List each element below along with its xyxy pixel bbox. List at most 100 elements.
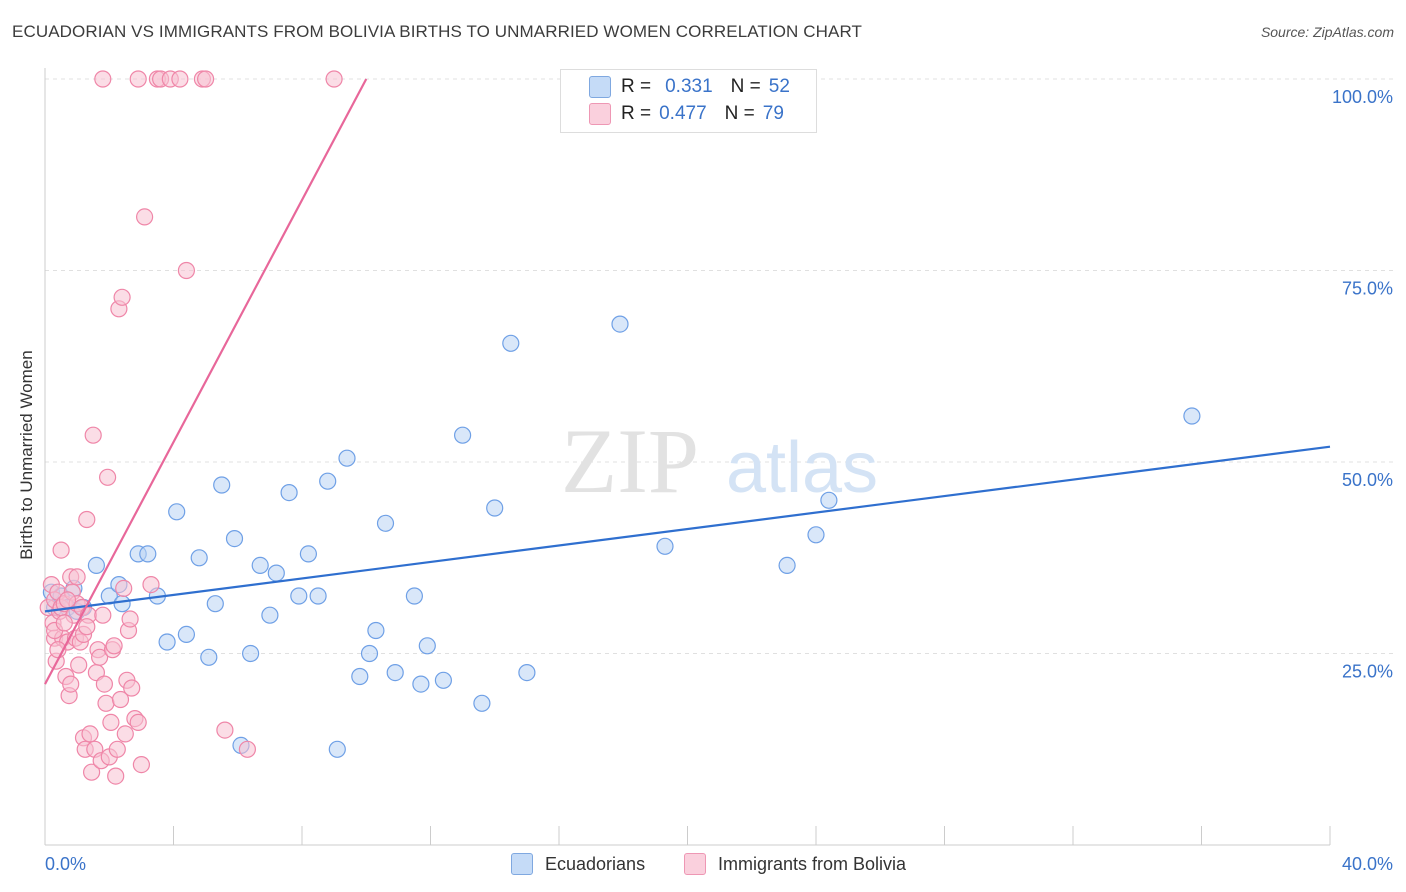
point-bolivia — [94, 70, 112, 88]
point-bolivia — [52, 541, 70, 559]
y-tick-label: 25.0% — [1342, 662, 1393, 682]
point-ecuadorians — [405, 587, 423, 605]
y-tick-label: 100.0% — [1332, 87, 1393, 107]
point-bolivia — [105, 637, 123, 655]
watermark-atlas: atlas — [726, 428, 878, 508]
point-ecuadorians — [412, 675, 430, 693]
point-ecuadorians — [213, 476, 231, 494]
point-ecuadorians — [338, 449, 356, 467]
point-ecuadorians — [502, 334, 520, 352]
point-bolivia — [95, 675, 114, 693]
y-axis-label: Births to Unmarried Women — [17, 350, 36, 560]
y-tick-label: 50.0% — [1342, 470, 1393, 490]
point-bolivia — [129, 713, 147, 732]
point-bolivia — [121, 610, 139, 628]
point-bolivia — [98, 468, 117, 486]
legend-swatch-bolivia — [589, 103, 611, 125]
point-ecuadorians — [386, 663, 404, 682]
point-ecuadorians — [225, 529, 244, 548]
source-credit: Source: ZipAtlas.com — [1260, 24, 1394, 40]
point-bolivia — [216, 721, 234, 739]
point-ecuadorians — [807, 526, 825, 544]
chart-title: ECUADORIAN VS IMMIGRANTS FROM BOLIVIA BI… — [12, 22, 863, 41]
legend-n-value: 79 — [762, 103, 784, 124]
point-ecuadorians — [113, 595, 131, 613]
point-ecuadorians — [290, 587, 308, 605]
legend-item-ecuadorians: Ecuadorians — [511, 852, 645, 876]
watermark-zip: ZIP — [561, 410, 699, 512]
legend-r-value: 0.477 — [659, 103, 707, 124]
point-bolivia — [123, 679, 141, 697]
point-bolivia — [97, 694, 115, 712]
point-bolivia — [177, 261, 195, 280]
trend-lines — [44, 78, 1331, 685]
point-ecuadorians — [376, 514, 395, 532]
point-bolivia — [171, 70, 189, 88]
point-ecuadorians — [158, 633, 176, 651]
legend-swatch-bolivia — [684, 853, 706, 875]
legend-swatch-ecuadorians — [511, 853, 533, 875]
point-ecuadorians — [473, 694, 491, 712]
point-bolivia — [82, 763, 101, 781]
point-ecuadorians — [206, 595, 224, 613]
point-ecuadorians — [280, 484, 298, 502]
point-bolivia — [111, 690, 130, 709]
point-ecuadorians — [319, 472, 337, 490]
point-ecuadorians — [418, 637, 436, 655]
correlation-legend: R = 0.331 N = 52 R = 0.477 N = 79 — [560, 69, 817, 133]
point-bolivia — [325, 70, 343, 88]
point-ecuadorians — [168, 503, 186, 521]
point-ecuadorians — [190, 549, 208, 567]
legend-item-bolivia: Immigrants from Bolivia — [684, 852, 906, 876]
point-ecuadorians — [656, 537, 674, 555]
point-ecuadorians — [778, 556, 796, 575]
y-tick-label: 75.0% — [1342, 279, 1393, 299]
point-bolivia — [94, 606, 112, 624]
trend-line-bolivia — [44, 78, 368, 685]
point-ecuadorians — [820, 491, 838, 509]
point-bolivia — [136, 208, 154, 226]
x-tick-label: 0.0% — [45, 854, 86, 874]
point-bolivia — [78, 510, 96, 529]
point-ecuadorians — [360, 644, 379, 663]
point-bolivia — [68, 568, 86, 586]
legend-r-value: 0.331 — [665, 76, 713, 97]
point-bolivia — [238, 740, 256, 758]
legend-row-bolivia: R = 0.477 N = 79 — [589, 102, 784, 126]
point-ecuadorians — [328, 740, 346, 758]
legend-r-label: R = — [621, 103, 652, 124]
legend-n-label: N = — [724, 103, 755, 124]
legend-label-bolivia: Immigrants from Bolivia — [718, 853, 907, 874]
point-bolivia — [132, 755, 150, 774]
legend-n-value: 52 — [768, 76, 790, 97]
point-bolivia — [84, 426, 102, 444]
trend-line-ecuadorians — [44, 445, 1331, 613]
point-bolivia — [108, 740, 126, 758]
point-ecuadorians — [242, 644, 260, 663]
point-bolivia — [58, 591, 77, 609]
point-ecuadorians — [1183, 407, 1201, 425]
point-ecuadorians — [611, 315, 629, 333]
point-ecuadorians — [309, 587, 327, 605]
point-ecuadorians — [486, 499, 504, 517]
point-ecuadorians — [434, 671, 452, 689]
x-tick-label: 40.0% — [1342, 854, 1393, 874]
watermark: ZIP atlas — [561, 410, 878, 512]
point-ecuadorians — [139, 545, 157, 563]
legend-n-label: N = — [730, 76, 761, 97]
point-ecuadorians — [177, 625, 195, 644]
point-ecuadorians — [518, 663, 536, 682]
legend-r-label: R = — [621, 76, 652, 97]
tick-labels: 25.0% 50.0% 75.0% 100.0% 0.0% 40.0% — [45, 87, 1393, 874]
axes — [44, 68, 1331, 846]
point-ecuadorians — [367, 621, 385, 640]
point-bolivia — [113, 288, 131, 306]
point-bolivia — [102, 713, 120, 732]
point-bolivia — [90, 648, 109, 666]
point-ecuadorians — [200, 648, 218, 666]
point-bolivia — [107, 767, 125, 785]
point-bolivia — [129, 70, 147, 88]
point-bolivia — [197, 70, 215, 88]
grid-lines — [45, 78, 1395, 654]
